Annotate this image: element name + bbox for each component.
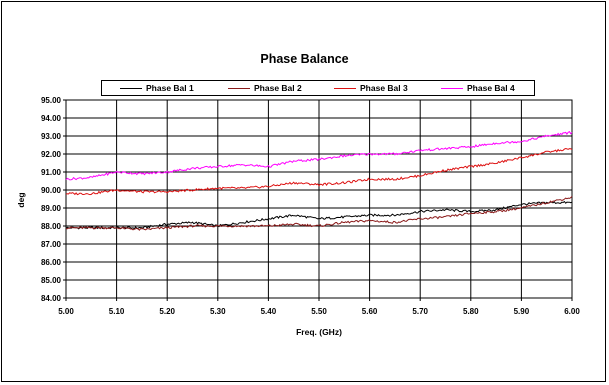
series-line-phase-bal-3 [65, 147, 573, 196]
y-tick-label: 92.00 [41, 150, 62, 159]
chart-legend: Phase Bal 1 Phase Bal 2 Phase Bal 3 Phas… [101, 80, 535, 96]
x-tick-label: 5.90 [514, 307, 530, 316]
x-tick-label: 5.70 [412, 307, 428, 316]
y-tick-label: 85.00 [41, 276, 62, 285]
y-tick-label: 86.00 [41, 258, 62, 267]
y-tick-label: 89.00 [41, 204, 62, 213]
legend-label-phase-bal-3: Phase Bal 3 [360, 83, 408, 93]
x-tick-label: 5.30 [210, 307, 226, 316]
y-tick-label: 91.00 [41, 168, 62, 177]
legend-swatch-phase-bal-3 [334, 87, 356, 89]
x-tick-label: 5.60 [362, 307, 378, 316]
y-tick-label: 95.00 [41, 96, 62, 105]
legend-swatch-phase-bal-1 [120, 87, 142, 89]
legend-item-phase-bal-3: Phase Bal 3 [334, 81, 408, 95]
legend-label-phase-bal-1: Phase Bal 1 [146, 83, 194, 93]
x-tick-label: 5.80 [463, 307, 479, 316]
legend-item-phase-bal-4: Phase Bal 4 [441, 81, 515, 95]
x-tick-label: 5.10 [109, 307, 125, 316]
y-tick-label: 93.00 [41, 132, 62, 141]
legend-label-phase-bal-4: Phase Bal 4 [467, 83, 515, 93]
x-tick-label: 6.00 [564, 307, 580, 316]
legend-swatch-phase-bal-2 [228, 87, 250, 89]
y-tick-label: 94.00 [41, 114, 62, 123]
x-tick-label: 5.20 [159, 307, 175, 316]
x-tick-label: 5.40 [261, 307, 277, 316]
y-tick-label: 90.00 [41, 186, 62, 195]
series-line-phase-bal-2 [65, 196, 573, 231]
series-line-phase-bal-4 [65, 131, 573, 181]
chart-title: Phase Balance [260, 52, 349, 66]
x-axis-label: Freq. (GHz) [296, 327, 342, 337]
legend-item-phase-bal-2: Phase Bal 2 [228, 81, 302, 95]
legend-label-phase-bal-2: Phase Bal 2 [254, 83, 302, 93]
x-tick-label: 5.00 [58, 307, 74, 316]
plot-border [65, 99, 573, 299]
legend-item-phase-bal-1: Phase Bal 1 [120, 81, 194, 95]
series-line-phase-bal-1 [65, 200, 573, 230]
x-tick-label: 5.50 [311, 307, 327, 316]
legend-swatch-phase-bal-4 [441, 87, 463, 89]
y-axis-label: deg [16, 192, 26, 208]
y-tick-label: 87.00 [41, 240, 62, 249]
y-tick-label: 84.00 [41, 294, 62, 303]
y-tick-label: 88.00 [41, 222, 62, 231]
